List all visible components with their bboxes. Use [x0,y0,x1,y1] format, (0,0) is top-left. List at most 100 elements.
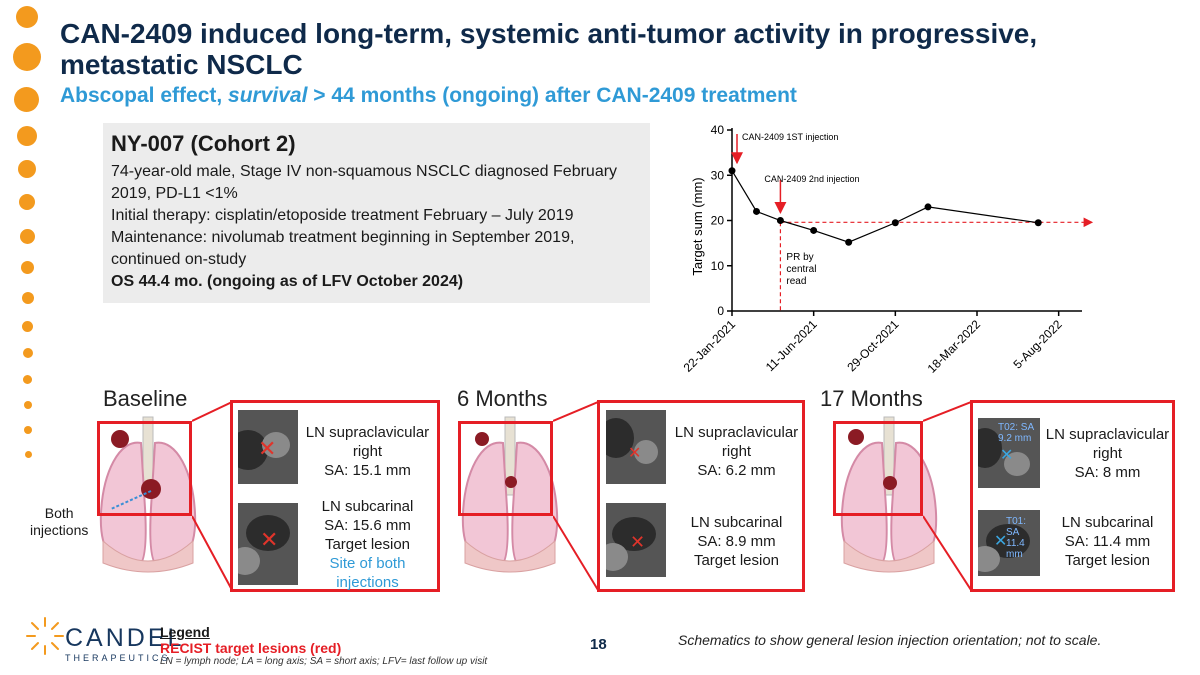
subtitle-emphasis: survival [228,84,308,107]
ct-image-17-months-supraclavicular: T02: SA 9.2 mm ✕ [978,418,1040,488]
data-point [924,203,932,211]
lesion-site: LN subcarinal [1061,514,1154,531]
decorative-dot [18,160,36,178]
baseline-lesion-supraclavicular: LN supraclavicular right SA: 15.1 mm [300,423,435,480]
6-months-detail-box [597,400,805,592]
patient-diagnosis: 74-year-old male, Stage IV non-squamous … [111,163,618,202]
17-months-zoom-outline [833,421,923,516]
lesion-status: Target lesion [324,536,411,553]
ct-image-17-months-subcarinal: T01: SA 11.4 mm ✕ [978,510,1040,576]
series-line [731,170,1039,243]
x-tick-label: 11-Jun-2021 [763,317,820,374]
decorative-dot [24,401,32,409]
pr-label: read [786,276,806,287]
pr-label: central [786,264,816,275]
lung-schematic-17-months [840,416,938,573]
panel-heading-6-months: 6 Months [457,386,548,411]
lesion-measure: SA: 15.1 mm [324,462,411,479]
lesion-measure: SA: 8 mm [1074,464,1141,481]
ct-image-baseline-supraclavicular: ✕ [238,410,298,484]
injection-site-note: Site of both [329,555,406,572]
lesion-side: right [1092,445,1123,462]
ct-light-region [1004,452,1030,476]
decorative-dot [17,126,37,146]
data-point [728,167,736,175]
panel-heading-baseline: Baseline [103,386,188,411]
lung-schematic-6-months [461,416,559,573]
lesion-site: LN supraclavicular [674,424,799,441]
x-tick-label: 18-Mar-2022 [925,317,984,376]
data-point [845,238,853,246]
y-tick-label: 30 [711,168,725,182]
overall-survival: OS 44.4 mo. (ongoing as of LFV October 2… [111,273,464,290]
decorative-dot [24,426,32,434]
x-tick-label: 29-Oct-2021 [844,317,901,374]
data-point [753,207,760,215]
subtitle-prefix: Abscopal effect, [60,84,229,107]
decorative-dot [13,43,41,71]
ct-light-region [262,432,290,458]
lesion-marker-x: ✕ [258,436,277,461]
baseline-zoom-connector [192,401,232,591]
decorative-dot [20,229,35,244]
data-point [810,226,818,234]
lesion-marker-x: ✕ [630,532,646,552]
data-point [1034,219,1042,227]
x-tick-label: 5-Aug-2022 [1011,317,1065,371]
ct-dark-region [606,418,634,458]
lesion-site: LN subcarinal [690,514,783,531]
legend-recist: RECIST target lesions (red) [160,640,342,656]
subtitle-suffix: > 44 months (ongoing) after CAN-2409 tre… [307,84,797,107]
lung-schematic-baseline [99,416,197,573]
target-sum-chart: 0 10 20 30 40 Target sum (mm) 22-Jan-2021 11-Ju… [681,123,1094,376]
ct-dark-region [246,515,290,551]
ct-measure-label: T01: SA 11.4 mm [1006,516,1027,560]
baseline-lesion-subcarinal: LN subcarinal SA: 15.6 mm Target lesion … [300,497,435,592]
slide-subtitle: Abscopal effect, survival > 44 months (o… [60,84,797,108]
legend-abbreviations: LN = lymph node; LA = long axis; SA = sh… [160,656,488,667]
lesion-status: Target lesion [693,552,780,569]
17-months-zoom-connector [923,401,971,591]
decorative-dot [22,321,33,332]
lesion-marker-x: ✕ [1000,447,1014,464]
both-injections-label: Both injections [30,505,88,539]
data-point [891,219,899,227]
6-months-lesion-subcarinal: LN subcarinal SA: 8.9 mm Target lesion [669,513,804,570]
6-months-zoom-connector [553,401,598,591]
ct-light-region [978,546,1000,572]
injection-site-note: injections [336,574,399,591]
first-injection-label: CAN-2409 1ST injection [742,132,838,142]
lesion-marker-x: ✕ [628,445,642,462]
ct-image-6-months-subcarinal: ✕ [606,503,666,577]
decorative-dot [23,375,32,384]
logo-tagline: THERAPEUTICS [65,653,171,663]
decorative-dot [23,348,33,358]
lesion-measure: SA: 15.6 mm [324,517,411,534]
ct-image-baseline-subcarinal: ✕ [238,503,298,585]
legend-heading: Legend [160,624,210,640]
lesion-measure: SA: 11.4 mm [1064,533,1151,550]
17-months-lesion-subcarinal: LN subcarinal SA: 11.4 mm Target lesion [1040,513,1175,570]
x-tick-label: 22-Jan-2021 [681,317,739,375]
baseline-detail-box [230,400,440,592]
second-injection-label: CAN-2409 2nd injection [764,174,859,184]
17-months-detail-box [970,400,1175,592]
y-tick-label: 0 [717,304,724,318]
lesion-measure: SA: 6.2 mm [697,462,776,479]
patient-initial-therapy: Initial therapy: cisplatin/etoposide tre… [111,207,574,224]
ct-light-region [238,547,260,575]
candel-logo-icon [26,617,64,655]
both-injections-line: injections [30,522,89,538]
data-point [776,217,784,224]
ct-light-region [634,440,658,464]
lesion-marker-x: ✕ [994,533,1008,550]
ct-light-region [606,543,628,571]
y-tick-label: 10 [711,259,725,273]
lesion-marker-x: ✕ [260,527,279,552]
ct-image-6-months-supraclavicular: ✕ [606,410,666,484]
legend: Legend RECIST target lesions (red) LN = … [160,624,487,667]
ct-measure-label: T02: SA 9.2 mm [998,422,1034,444]
page-number: 18 [590,636,607,653]
lesion-site: LN subcarinal [321,498,414,515]
lesion-site: LN supraclavicular [305,424,430,441]
